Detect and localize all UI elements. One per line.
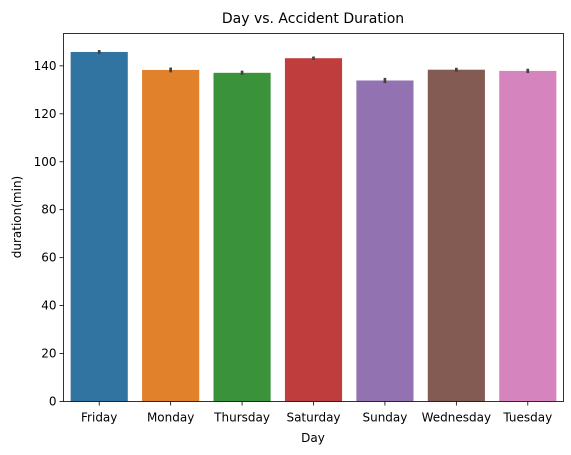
y-axis-label: duration(min) [10,176,24,259]
error-bars-layer [97,50,530,84]
bar-monday [142,69,200,402]
y-tick-label: 20 [41,347,56,361]
y-tick-label: 100 [34,155,57,169]
bar-friday [70,51,128,402]
bar-saturday [284,58,343,402]
y-tick-label: 40 [41,299,56,313]
x-tick-label: Sunday [362,411,407,425]
y-tick-label: 60 [41,251,56,265]
bar-sunday [356,80,414,402]
chart-title: Day vs. Accident Duration [222,11,404,27]
x-tick-label: Tuesday [502,411,552,425]
x-tick-label: Monday [147,411,194,425]
x-axis: Friday Monday Thursday Saturday Sunday Wednes… [81,401,552,425]
x-tick-label: Wednesday [422,411,491,425]
bar-wednesday [427,69,485,402]
x-axis-label: Day [301,431,325,445]
y-tick-label: 140 [34,59,57,73]
bar-thursday [213,72,271,402]
x-tick-label: Saturday [286,411,340,425]
bars-layer [70,51,557,402]
y-axis: 0 20 40 60 80 100 120 140 [34,59,64,409]
y-tick-label: 80 [41,203,56,217]
bar-tuesday [499,70,557,402]
y-tick-label: 0 [49,395,57,409]
x-tick-label: Thursday [213,411,270,425]
x-tick-label: Friday [81,411,117,425]
y-tick-label: 120 [34,107,57,121]
